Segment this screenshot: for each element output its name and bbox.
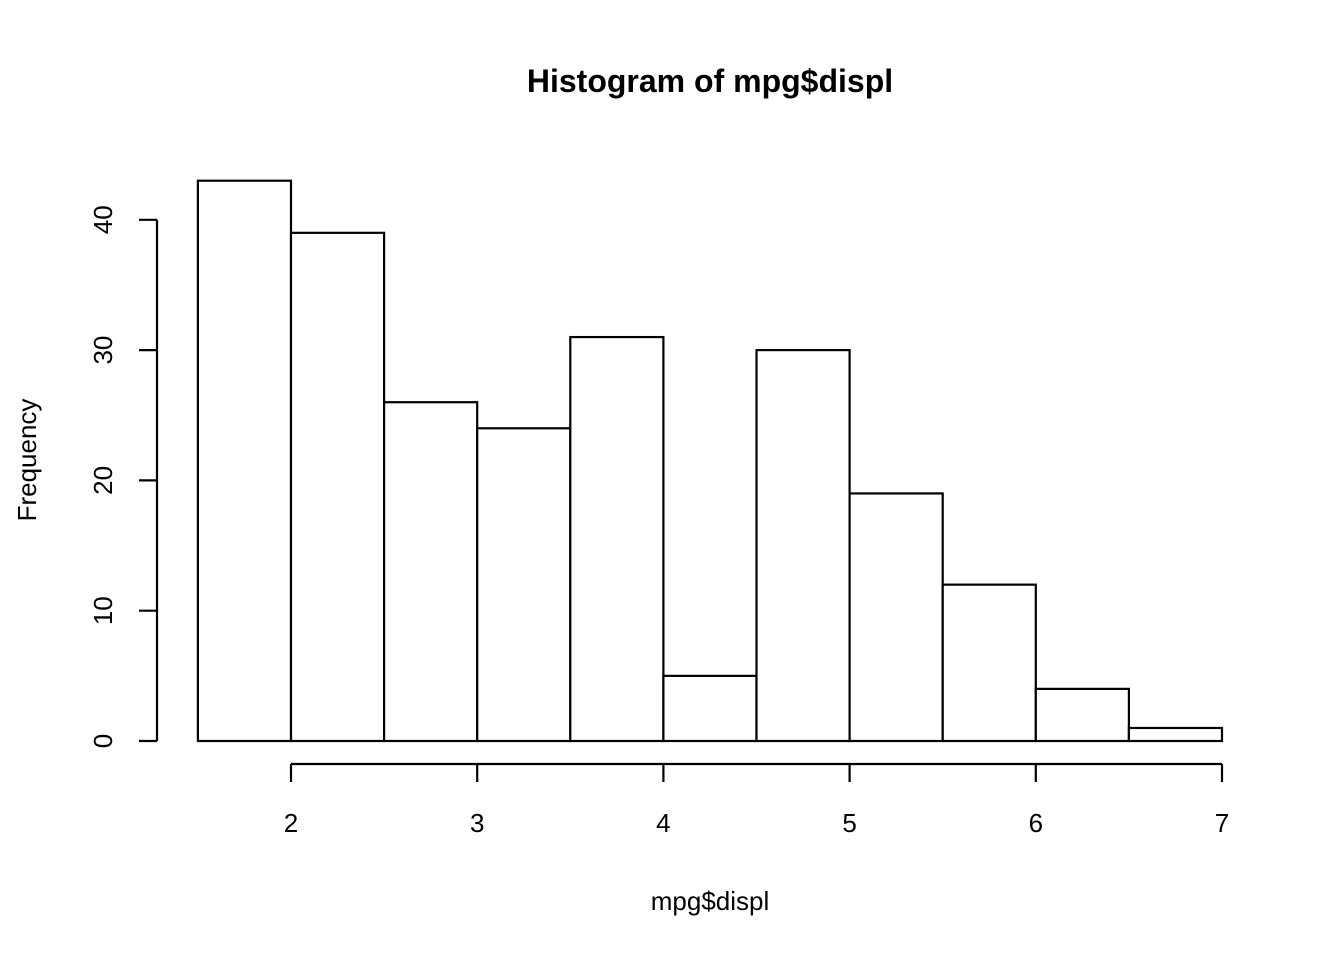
x-tick-label: 6 xyxy=(1029,808,1043,838)
y-tick-label: 10 xyxy=(88,596,118,625)
y-tick-label: 0 xyxy=(88,734,118,748)
histogram-bar xyxy=(476,427,572,743)
y-tick-label: 40 xyxy=(88,205,118,234)
histogram-bar xyxy=(848,492,944,743)
x-axis-label: mpg$displ xyxy=(651,886,770,916)
x-tick-label: 5 xyxy=(842,808,856,838)
histogram-bar xyxy=(1127,726,1224,743)
x-tick-label: 7 xyxy=(1215,808,1229,838)
histogram-bar xyxy=(755,349,851,743)
histogram-bar xyxy=(383,401,479,743)
histogram-bar xyxy=(569,335,665,743)
bars-group xyxy=(196,179,1224,743)
y-tick-label: 30 xyxy=(88,336,118,365)
x-axis: 2 3 4 5 6 7 xyxy=(284,762,1229,838)
histogram-bar xyxy=(196,179,293,743)
histogram-bar xyxy=(289,231,386,743)
histogram-bar xyxy=(662,674,758,743)
y-axis-label: Frequency xyxy=(12,399,42,522)
y-tick-label: 20 xyxy=(88,466,118,495)
x-tick-label: 3 xyxy=(470,808,484,838)
x-tick-label: 2 xyxy=(284,808,298,838)
histogram-bar xyxy=(1034,687,1131,743)
chart-title: Histogram of mpg$displ xyxy=(527,63,893,99)
histogram-bar xyxy=(941,583,1037,743)
x-tick-label: 4 xyxy=(656,808,670,838)
y-axis: 0 10 20 30 40 xyxy=(88,205,159,748)
